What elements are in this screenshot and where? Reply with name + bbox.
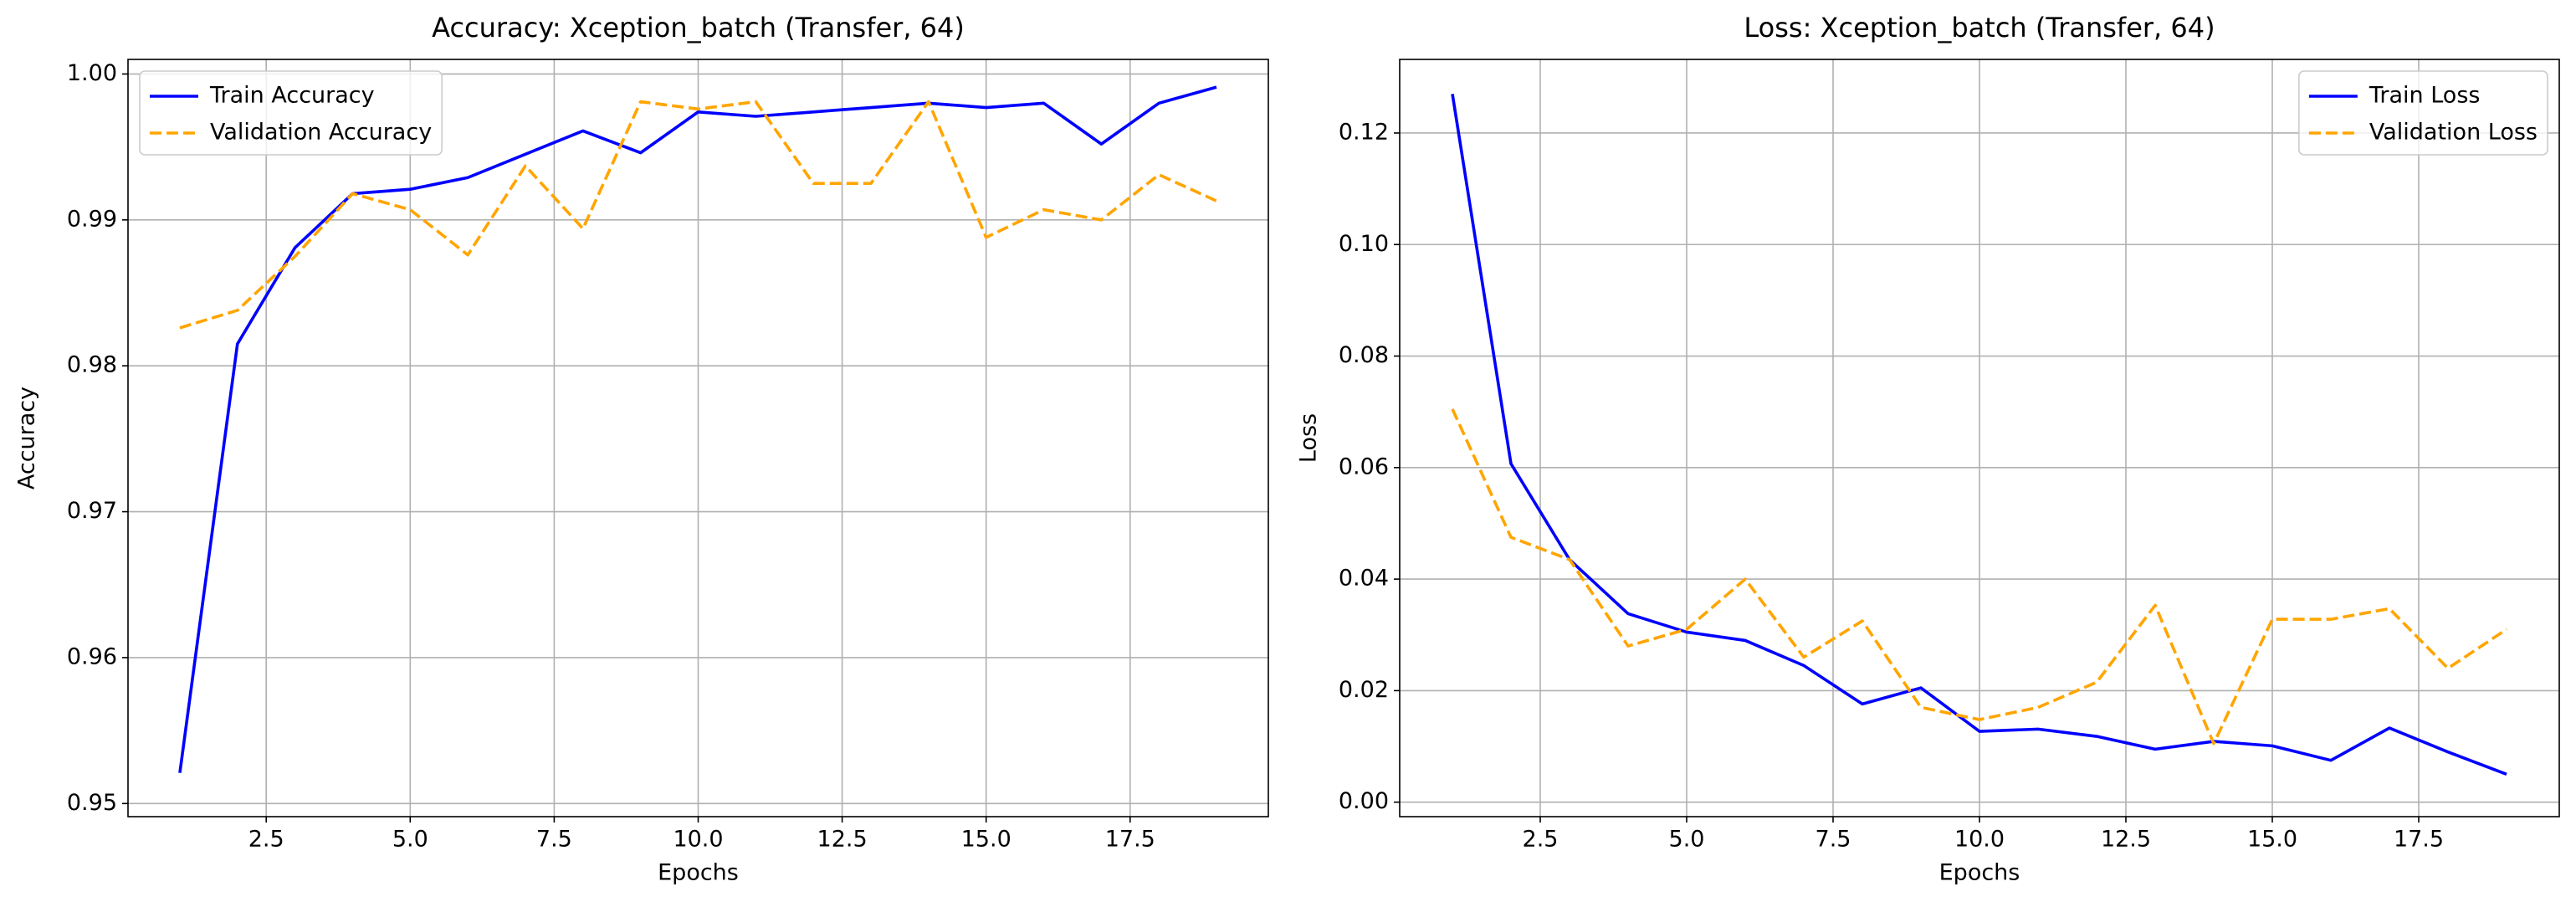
x-tick-label: 7.5 xyxy=(1815,827,1851,853)
x-tick-label: 17.5 xyxy=(1105,827,1155,853)
x-axis-label: Epochs xyxy=(1939,860,2020,886)
y-axis-label: Accuracy xyxy=(14,387,40,489)
y-tick-label: 0.97 xyxy=(67,498,117,524)
y-tick-label: 0.00 xyxy=(1339,788,1389,814)
legend: Train Accuracy Validation Accuracy xyxy=(139,70,443,156)
legend-frame xyxy=(139,70,443,156)
x-tick-label: 5.0 xyxy=(1669,827,1705,853)
x-tick-label: 15.0 xyxy=(2247,827,2297,853)
y-tick-label: 0.98 xyxy=(67,352,117,378)
y-tick-label: 0.96 xyxy=(67,643,117,669)
x-tick-label: 10.0 xyxy=(673,827,723,853)
x-tick-label: 17.5 xyxy=(2394,827,2444,853)
y-tick-label: 0.04 xyxy=(1339,566,1389,592)
y-tick-label: 0.08 xyxy=(1339,342,1389,368)
x-tick-label: 7.5 xyxy=(536,827,572,853)
x-tick-label: 15.0 xyxy=(961,827,1011,853)
y-tick-label: 0.12 xyxy=(1339,119,1389,145)
legend-frame xyxy=(2298,70,2548,156)
x-tick-label: 12.5 xyxy=(2101,827,2151,853)
chart-title: Accuracy: Xception_batch (Transfer, 64) xyxy=(432,12,965,44)
x-axis-label: Epochs xyxy=(658,860,739,886)
line-series xyxy=(1451,94,2507,776)
x-tick-label: 12.5 xyxy=(817,827,868,853)
axes-frame xyxy=(127,59,1269,817)
line-series xyxy=(179,100,1217,330)
legend: Train Loss Validation Loss xyxy=(2298,70,2548,156)
line-series xyxy=(1451,408,2507,746)
plot: 2.5 5.0 7.5 10.0 12.5 15.0 17.5 0.00 0.02 0.04 0.0… xyxy=(1296,12,2560,886)
x-tick-label: 2.5 xyxy=(1523,827,1559,853)
legend-label: Train Loss xyxy=(2369,83,2481,109)
x-tick-label: 10.0 xyxy=(1954,827,2005,853)
axes-frame xyxy=(1399,59,2560,817)
legend-label: Validation Accuracy xyxy=(210,120,432,146)
y-axis-label: Loss xyxy=(1296,413,1322,463)
y-tick-label: 0.06 xyxy=(1339,454,1389,479)
chart-title: Loss: Xception_batch (Transfer, 64) xyxy=(1744,12,2215,44)
y-tick-label: 0.99 xyxy=(67,206,117,232)
y-tick-label: 0.10 xyxy=(1339,231,1389,257)
plot: 2.5 5.0 7.5 10.0 12.5 15.0 17.5 0.95 0.96 0.97 0.9… xyxy=(14,12,1269,886)
y-tick-label: 0.95 xyxy=(67,790,117,816)
x-tick-label: 5.0 xyxy=(392,827,428,853)
legend-label: Validation Loss xyxy=(2369,120,2538,146)
y-tick-label: 1.00 xyxy=(67,60,117,86)
x-tick-label: 2.5 xyxy=(248,827,284,853)
legend-label: Train Accuracy xyxy=(209,83,375,109)
y-tick-label: 0.02 xyxy=(1339,677,1389,703)
